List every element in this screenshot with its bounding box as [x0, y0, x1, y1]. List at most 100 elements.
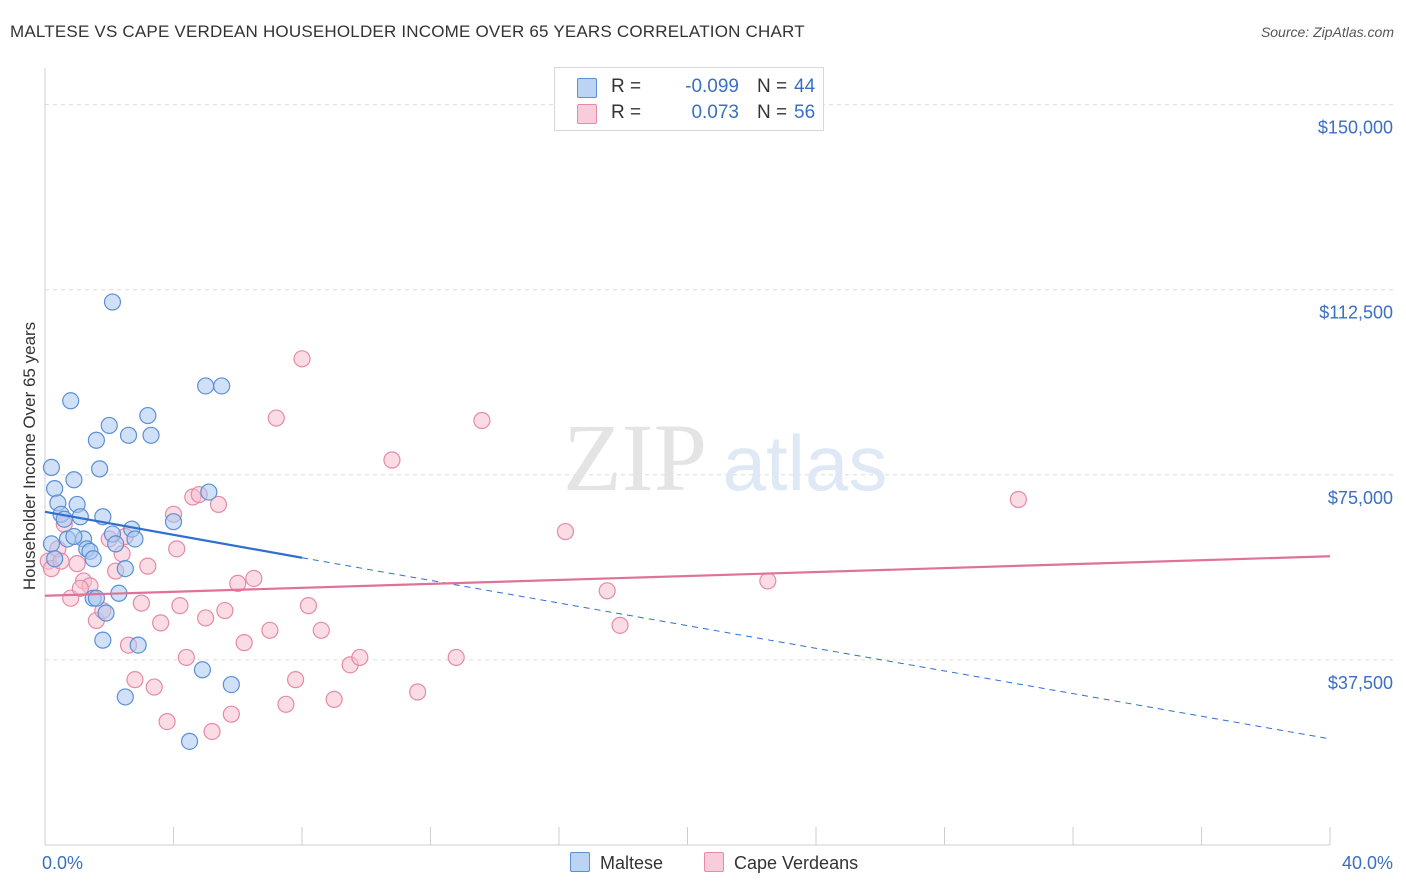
cape-verdeans-point	[759, 572, 777, 590]
correlation-legend: R = -0.099 N = 44 R = 0.073 N = 56	[554, 67, 824, 131]
bottom-legend-cape-verdeans: Cape Verdeans	[704, 852, 858, 874]
cape-n-label: N =	[757, 102, 788, 123]
cape-verdeans-point	[1009, 490, 1027, 509]
x-tick-labels: 0.0% 40.0%	[42, 853, 1393, 873]
maltese-legend-label: Maltese	[600, 853, 664, 873]
maltese-trendline-solid	[44, 510, 303, 559]
maltese-point	[46, 480, 64, 498]
maltese-point	[62, 392, 80, 410]
source-credit: Source: ZipAtlas.com	[1260, 24, 1394, 40]
cape-verdeans-point	[168, 540, 186, 558]
bottom-legend-maltese: Maltese	[570, 852, 663, 874]
maltese-r-value: -0.099	[685, 76, 739, 97]
cape-verdeans-points	[39, 350, 1027, 741]
x-tick-label-1: 40.0%	[1342, 853, 1393, 873]
cape-verdeans-point	[293, 350, 311, 368]
cape-verdeans-point	[126, 671, 144, 689]
cape-verdeans-point	[383, 451, 401, 469]
x-tick-label-0: 0.0%	[42, 853, 83, 873]
maltese-point	[65, 471, 83, 489]
cape-verdeans-point	[312, 621, 330, 639]
cape-verdeans-point	[351, 648, 369, 667]
cape-verdeans-point	[245, 569, 263, 588]
cape-verdeans-point	[216, 601, 234, 620]
maltese-r-label: R =	[611, 76, 642, 97]
maltese-point	[139, 406, 157, 425]
cape-verdeans-point	[556, 522, 575, 541]
maltese-point	[87, 589, 106, 607]
cape-verdeans-legend-label: Cape Verdeans	[734, 853, 859, 873]
axes	[44, 68, 1331, 846]
y-axis-label: Householder Income Over 65 years	[20, 322, 39, 590]
maltese-point	[116, 688, 134, 706]
maltese-point	[100, 416, 118, 435]
cape-verdeans-trendline	[44, 555, 1331, 597]
cape-verdeans-point	[132, 594, 150, 612]
maltese-point	[116, 559, 134, 578]
cape-r-value: 0.073	[691, 102, 739, 123]
cape-verdeans-point	[222, 705, 240, 723]
cape-verdeans-point	[177, 648, 195, 667]
cape-verdeans-point	[447, 648, 465, 667]
y-tick-label-2: $112,500	[1319, 303, 1393, 323]
maltese-point	[42, 458, 61, 477]
chart-title: MALTESE VS CAPE VERDEAN HOUSEHOLDER INCO…	[10, 22, 805, 41]
maltese-point	[197, 377, 215, 395]
maltese-point	[142, 426, 160, 444]
maltese-n-label: N =	[757, 76, 788, 97]
y-tick-label-0: $37,500	[1328, 673, 1393, 693]
y-tick-label-1: $75,000	[1328, 488, 1393, 508]
cape-verdeans-point	[209, 495, 228, 514]
cape-verdeans-point	[611, 616, 629, 634]
maltese-point	[97, 604, 115, 622]
cape-verdeans-point	[598, 582, 616, 600]
cape-verdeans-point	[203, 722, 221, 741]
cape-verdeans-point	[325, 690, 343, 708]
cape-verdeans-point	[235, 634, 253, 652]
cape-verdeans-point	[152, 614, 170, 632]
cape-verdeans-point	[286, 671, 305, 689]
maltese-point	[213, 377, 231, 395]
cape-verdeans-swatch	[577, 104, 597, 124]
y-tick-label-3: $150,000	[1318, 118, 1393, 138]
maltese-swatch	[577, 78, 597, 98]
maltese-point	[193, 661, 212, 679]
maltese-point	[200, 483, 218, 501]
cape-verdeans-point	[68, 555, 86, 573]
watermark: ZIP atlas	[563, 404, 887, 511]
maltese-point	[46, 550, 64, 568]
maltese-point	[65, 527, 83, 546]
cape-verdeans-point	[171, 597, 189, 615]
cape-verdeans-legend-swatch	[704, 852, 724, 872]
maltese-point	[164, 513, 183, 531]
y-tick-labels: $37,500 $75,000 $112,500 $150,000	[1318, 118, 1393, 693]
maltese-point	[129, 636, 147, 654]
cape-verdeans-point	[277, 695, 295, 713]
maltese-point	[94, 631, 112, 649]
maltese-point	[103, 293, 122, 311]
cape-verdeans-point	[267, 409, 285, 427]
cape-verdeans-point	[71, 579, 89, 597]
maltese-point	[180, 732, 199, 750]
maltese-trendline-dashed	[301, 557, 1331, 740]
cape-verdeans-point	[229, 574, 247, 592]
maltese-point	[42, 535, 61, 553]
cape-verdeans-point	[299, 597, 318, 615]
cape-verdeans-point	[261, 621, 279, 639]
cape-verdeans-point	[473, 411, 491, 430]
trendlines	[44, 510, 1331, 740]
maltese-point	[222, 675, 240, 694]
watermark-atlas: atlas	[723, 419, 888, 507]
maltese-legend-swatch	[570, 852, 590, 872]
cape-verdeans-point	[158, 713, 176, 731]
watermark-zip: ZIP	[563, 404, 707, 511]
cape-verdeans-point	[409, 683, 427, 701]
maltese-point	[126, 530, 144, 548]
maltese-point	[87, 431, 106, 449]
cape-r-label: R =	[611, 102, 642, 123]
cape-verdeans-point	[197, 609, 215, 627]
maltese-n-value: 44	[794, 76, 816, 97]
maltese-point	[91, 460, 109, 478]
cape-n-value: 56	[794, 102, 816, 123]
